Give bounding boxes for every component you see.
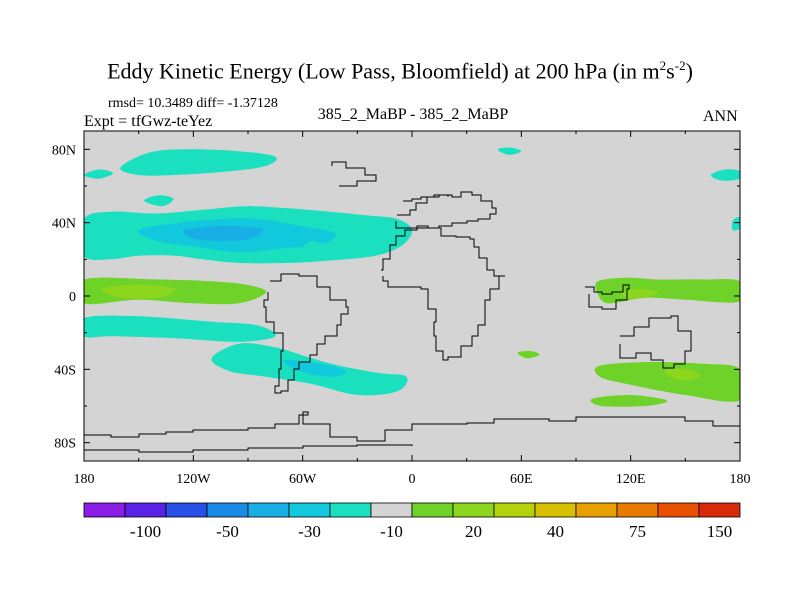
colorbar-bin <box>83 502 126 518</box>
coast-eurasia-coast-north <box>403 194 449 202</box>
colorbar-bin <box>493 502 536 518</box>
coast-ellesmere-coast <box>331 161 377 187</box>
chart-title: Eddy Kinetic Energy (Low Pass, Bloomfiel… <box>107 58 693 84</box>
x-tick-label: 180 <box>74 472 95 487</box>
colorbar-label: -30 <box>298 522 321 541</box>
continent-outlines <box>84 161 740 453</box>
field-teal-east-65n <box>710 169 740 181</box>
case-label: 385_2_MaBP - 385_2_MaBP <box>317 106 509 123</box>
y-tick-label: 80N <box>52 143 76 158</box>
colorbar-bin <box>575 502 618 518</box>
colorbar-bin <box>657 502 700 518</box>
field-eq-yg-west <box>101 285 176 299</box>
colorbar-bin <box>165 502 208 518</box>
colorbar-label: -100 <box>130 522 161 541</box>
field-high-lat-teal-w <box>84 169 114 179</box>
colorbar-bin <box>124 502 167 518</box>
colorbar-bin <box>370 502 413 518</box>
field-green-east-40s <box>594 361 740 402</box>
field-trop-south-teal <box>84 315 276 342</box>
x-tick-label: 0 <box>409 472 416 487</box>
coast-antarctica-inner <box>84 444 413 453</box>
colorbar-label: 150 <box>707 522 733 541</box>
coast-antarctica-coast <box>84 411 740 442</box>
colorbar-label: 40 <box>547 522 564 541</box>
field-green-sa-spot <box>517 350 540 359</box>
colorbar-bin <box>247 502 290 518</box>
season-label: ANN <box>703 108 738 125</box>
colorbar-bin <box>288 502 331 518</box>
y-tick-label: 40N <box>52 217 76 232</box>
colorbar-bin <box>616 502 659 518</box>
colorbar-bin <box>698 502 741 518</box>
colorbar-bin <box>411 502 454 518</box>
field-high-lat-teal <box>120 149 277 176</box>
x-axis: 180 120W 60W 0 60E 120E 180 <box>74 131 751 487</box>
stats-label: rmsd= 10.3489 diff= -1.37128 <box>108 96 278 111</box>
field-yg-east-eq <box>620 288 659 299</box>
colorbar-label: 20 <box>465 522 482 541</box>
field-teal-52n <box>144 195 174 207</box>
x-tick-label: 120E <box>616 472 646 487</box>
colorbar: -100 -50 -30 -10 20 40 75 150 <box>83 502 741 541</box>
field-teal-east-80n <box>497 147 522 155</box>
field-nh-jet-blue <box>182 225 263 242</box>
experiment-label: Expt = tfGwz-teYez <box>84 113 213 130</box>
x-tick-label: 60E <box>510 472 533 487</box>
contour-fills <box>84 147 740 407</box>
colorbar-bin <box>206 502 249 518</box>
field-green-east-58s <box>590 394 668 407</box>
x-tick-label: 180 <box>730 472 751 487</box>
coast-africa-outline <box>381 227 505 361</box>
y-tick-label: 40S <box>54 363 76 378</box>
colorbar-label: -50 <box>216 522 239 541</box>
colorbar-bin <box>329 502 372 518</box>
colorbar-label: -10 <box>380 522 403 541</box>
coast-south-america-outline <box>263 273 349 394</box>
field-teal-east-40n <box>731 216 740 231</box>
y-tick-label: 80S <box>54 437 76 452</box>
x-tick-label: 120W <box>176 472 211 487</box>
colorbar-label: 75 <box>629 522 646 541</box>
y-axis: 80N 40N 0 40S 80S <box>52 143 740 452</box>
coast-australia-outline <box>619 315 692 369</box>
colorbar-bin <box>534 502 577 518</box>
coast-se-asia-outline <box>585 284 630 310</box>
x-tick-label: 60W <box>289 472 317 487</box>
colorbar-bin <box>452 502 495 518</box>
y-tick-label: 0 <box>69 290 76 305</box>
field-teal-mid-25n <box>302 240 325 256</box>
field-yg-east-40s <box>664 368 701 381</box>
